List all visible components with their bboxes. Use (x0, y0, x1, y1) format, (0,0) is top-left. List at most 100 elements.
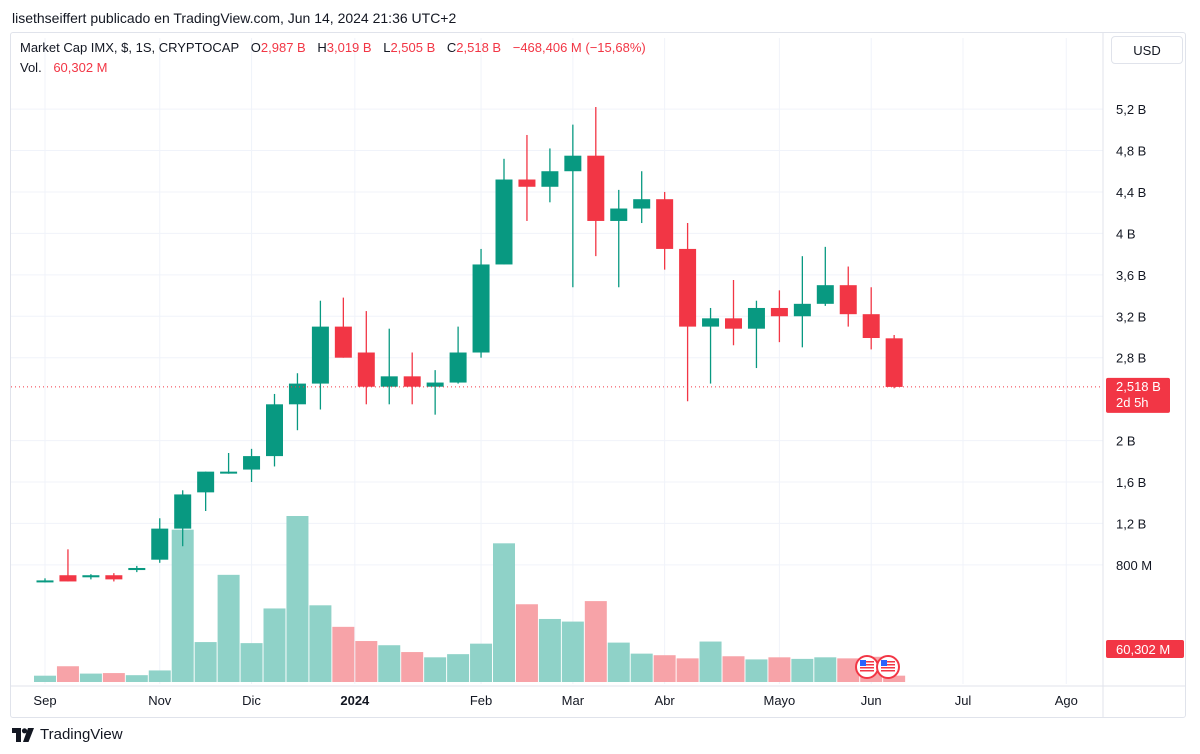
currency-button[interactable]: USD (1111, 36, 1183, 64)
candle-body[interactable] (403, 376, 421, 387)
flag-canton (881, 660, 887, 666)
candle-body[interactable] (885, 338, 903, 387)
volume-bar (538, 618, 561, 682)
open-label: O (250, 40, 261, 55)
volume-bar (745, 659, 768, 682)
candle-body[interactable] (610, 208, 628, 221)
volume-bar (607, 642, 630, 682)
candle-body[interactable] (151, 528, 169, 560)
candle-body[interactable] (220, 471, 238, 474)
x-tick-label: Jul (955, 693, 972, 708)
candle-body[interactable] (449, 352, 467, 383)
flag-canton (860, 660, 866, 666)
volume-bar (447, 654, 470, 682)
candle-body[interactable] (679, 248, 697, 327)
candle-body[interactable] (59, 575, 77, 582)
candle-body[interactable] (174, 494, 192, 529)
volume-bar (378, 645, 401, 682)
volume-bar (240, 643, 263, 682)
volume-bar (470, 643, 493, 682)
bar-countdown-label: 2d 5h (1116, 395, 1149, 410)
candle-body[interactable] (380, 376, 398, 387)
flag-stripe (860, 670, 874, 672)
volume-bar (171, 529, 194, 682)
symbol-title[interactable]: Market Cap IMX, $, 1S, CRYPTOCAP (20, 40, 240, 55)
tradingview-footer[interactable]: TradingView (12, 726, 123, 743)
volume-bar (102, 673, 125, 682)
volume-bar (286, 516, 309, 682)
volume-bar (355, 641, 378, 682)
publication-attribution: lisethseiffert publicado en TradingView.… (12, 10, 457, 26)
candle-body[interactable] (495, 179, 513, 265)
volume-bar (125, 675, 148, 682)
candle-body[interactable] (82, 575, 100, 578)
candle-body[interactable] (288, 383, 306, 405)
volume-bar (561, 621, 584, 682)
volume-bar (883, 675, 906, 682)
brand-name: TradingView (40, 726, 123, 743)
y-tick-label: 1,6 B (1116, 475, 1146, 490)
candle-body[interactable] (357, 352, 375, 387)
close-value: 2,518 B (456, 40, 502, 55)
candle-body[interactable] (243, 456, 261, 470)
candle-body[interactable] (128, 567, 146, 571)
candle-body[interactable] (633, 199, 651, 209)
flag-stripe (881, 667, 895, 669)
candle-body[interactable] (334, 326, 352, 358)
candle-body[interactable] (36, 580, 54, 583)
volume-bar (217, 574, 240, 682)
volume-bar (768, 657, 791, 682)
volume-bar (34, 675, 56, 682)
volume-bar (148, 670, 171, 682)
candle-body[interactable] (702, 318, 720, 327)
candle-body[interactable] (266, 404, 283, 457)
candle-body[interactable] (587, 155, 605, 221)
candle-body[interactable] (793, 303, 811, 317)
flag-stripe (860, 667, 874, 669)
high-label: H (317, 40, 327, 55)
volume-bar (332, 626, 355, 682)
volume-value: 60,302 M (53, 60, 108, 75)
volume-bar (263, 608, 286, 682)
y-tick-label: 800 M (1116, 558, 1152, 573)
candle-body[interactable] (472, 264, 490, 353)
x-tick-label: Nov (148, 693, 172, 708)
volume-bar (676, 658, 699, 682)
candle-body[interactable] (564, 155, 582, 172)
candle-body[interactable] (770, 307, 788, 317)
candle-body[interactable] (518, 179, 536, 187)
ohlc-legend: Market Cap IMX, $, 1S, CRYPTOCAP O2,987 … (20, 40, 646, 55)
candle-body[interactable] (426, 382, 444, 387)
candle-body[interactable] (816, 285, 834, 304)
candle-body[interactable] (656, 199, 674, 249)
x-tick-label: Feb (470, 693, 492, 708)
candle-body[interactable] (311, 326, 329, 384)
candle-body[interactable] (862, 314, 880, 339)
volume-bar (722, 656, 745, 682)
y-tick-label: 4,8 B (1116, 144, 1146, 159)
x-tick-label: Sep (33, 693, 56, 708)
candle-body[interactable] (197, 471, 215, 493)
volume-bar (424, 657, 447, 682)
volume-bar (584, 601, 607, 682)
chart-frame (10, 32, 1186, 718)
flag-stripe (881, 664, 895, 666)
low-value: 2,505 B (390, 40, 436, 55)
volume-bar (699, 641, 722, 682)
low-label: L (383, 40, 391, 55)
flag-stripe (860, 664, 874, 666)
candle-body[interactable] (839, 285, 857, 315)
last-volume-label: 60,302 M (1116, 642, 1170, 657)
candle-body[interactable] (105, 575, 123, 580)
volume-bar (837, 658, 860, 682)
candle-body[interactable] (747, 307, 765, 329)
x-tick-label: Abr (655, 693, 676, 708)
candle-body[interactable] (725, 318, 742, 329)
x-tick-label: Ago (1055, 693, 1078, 708)
y-tick-label: 5,2 B (1116, 102, 1146, 117)
volume-bar (630, 653, 653, 682)
volume-bar (401, 652, 424, 682)
y-tick-label: 1,2 B (1116, 516, 1146, 531)
candle-body[interactable] (541, 171, 559, 187)
